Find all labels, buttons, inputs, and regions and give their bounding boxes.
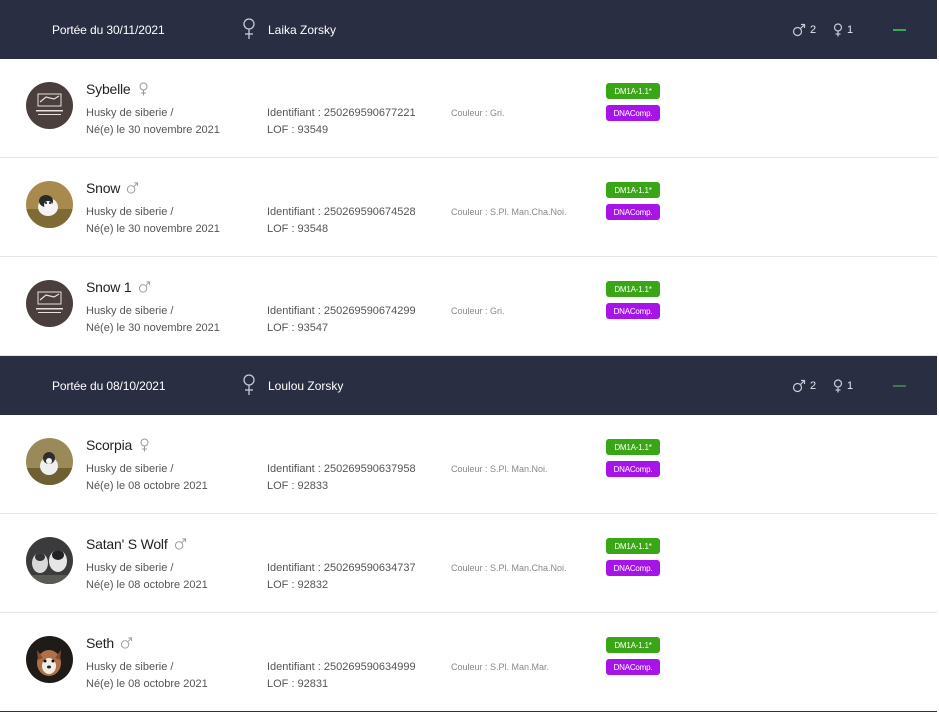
coat-color: Couleur : Gri. (451, 306, 505, 316)
dna-badge: DNAComp. (606, 461, 660, 477)
dm-badge: DM1A-1.1* (606, 439, 660, 455)
breed: Husky de siberie / (86, 107, 174, 119)
dm-badge: DM1A-1.1* (606, 281, 660, 297)
list-item[interactable]: Scorpia Husky de siberie / Né(e) le 08 o… (0, 415, 937, 514)
identifier: Identifiant : 250269590634999 (267, 661, 416, 673)
dog-name[interactable]: Satan' S Wolf (86, 536, 187, 552)
males-count-value: 2 (810, 23, 817, 36)
litter-header[interactable]: Portée du 08/10/2021 Loulou Zorsky 2 1 (0, 356, 937, 415)
breed: Husky de siberie / (86, 463, 174, 475)
centrale-canine-logo (26, 82, 73, 129)
dog-name[interactable]: Snow (86, 180, 139, 196)
female-icon (833, 378, 843, 392)
puppy-photo (26, 438, 73, 485)
breed: Husky de siberie / (86, 305, 174, 317)
coat-color: Couleur : S.Pl. Man.Mar. (451, 662, 550, 672)
dog-name-text: Snow 1 (86, 279, 132, 295)
dog-name[interactable]: Sybelle (86, 81, 150, 97)
females-count: 1 (833, 378, 854, 393)
breed: Husky de siberie / (86, 562, 174, 574)
dog-name-text: Snow (86, 180, 121, 196)
list-item[interactable]: Sybelle Husky de siberie / Né(e) le 30 n… (0, 59, 937, 158)
lof-number: LOF : 93547 (267, 322, 329, 334)
female-icon (139, 82, 148, 96)
females-count-value: 1 (847, 23, 854, 36)
identifier: Identifiant : 250269590674528 (267, 206, 416, 218)
puppy-photo (26, 636, 73, 683)
males-count: 2 (792, 23, 816, 37)
dm-badge: DM1A-1.1* (606, 182, 660, 198)
male-icon (792, 379, 806, 392)
males-count-value: 2 (810, 379, 817, 392)
birth-date: Né(e) le 08 octobre 2021 (86, 480, 208, 492)
breed: Husky de siberie / (86, 206, 174, 218)
males-count: 2 (792, 379, 816, 393)
birth-date: Né(e) le 30 novembre 2021 (86, 322, 220, 334)
female-icon (243, 374, 255, 395)
females-count: 1 (833, 22, 854, 37)
coat-color: Couleur : S.Pl. Man.Cha.Noi. (451, 207, 567, 217)
litter-title: Portée du 08/10/2021 (52, 378, 166, 393)
identifier: Identifiant : 250269590634737 (267, 562, 416, 574)
coat-color: Couleur : S.Pl. Man.Cha.Noi. (451, 563, 567, 573)
dna-badge: DNAComp. (606, 303, 660, 319)
birth-date: Né(e) le 08 octobre 2021 (86, 579, 208, 591)
dm-badge: DM1A-1.1* (606, 83, 660, 99)
male-icon (138, 281, 150, 293)
male-icon (174, 538, 186, 550)
female-icon (243, 18, 255, 39)
list-item[interactable]: Snow 1 Husky de siberie / Né(e) le 30 no… (0, 257, 937, 356)
list-item[interactable]: Seth Husky de siberie / Né(e) le 08 octo… (0, 613, 937, 712)
coat-color: Couleur : S.Pl. Man.Noi. (451, 464, 548, 474)
lof-number: LOF : 92833 (267, 480, 329, 492)
female-icon (140, 438, 149, 452)
male-icon (792, 23, 806, 36)
male-icon (120, 637, 133, 649)
identifier: Identifiant : 250269590674299 (267, 305, 416, 317)
collapse-toggle[interactable] (893, 29, 906, 31)
identifier: Identifiant : 250269590677221 (267, 107, 416, 119)
dna-badge: DNAComp. (606, 560, 660, 576)
dog-name[interactable]: Seth (86, 635, 133, 651)
list-item[interactable]: Snow Husky de siberie / Né(e) le 30 nove… (0, 158, 937, 257)
female-icon (833, 22, 843, 36)
list-item[interactable]: Satan' S Wolf Husky de siberie / Né(e) l… (0, 514, 937, 613)
puppy-photo (26, 181, 73, 228)
puppy-photo (26, 537, 73, 584)
litter-header[interactable]: Portée du 30/11/2021 Laika Zorsky 2 1 (0, 0, 937, 59)
lof-number: LOF : 93549 (267, 124, 329, 136)
mother-name[interactable]: Laika Zorsky (268, 22, 337, 37)
dna-badge: DNAComp. (606, 204, 660, 220)
dog-name[interactable]: Snow 1 (86, 279, 151, 295)
dm-badge: DM1A-1.1* (606, 538, 660, 554)
lof-number: LOF : 92832 (267, 579, 329, 591)
birth-date: Né(e) le 30 novembre 2021 (86, 124, 220, 136)
dog-name-text: Scorpia (86, 437, 133, 453)
mother-name[interactable]: Loulou Zorsky (268, 378, 344, 393)
breed: Husky de siberie / (86, 661, 174, 673)
birth-date: Né(e) le 30 novembre 2021 (86, 223, 220, 235)
females-count-value: 1 (847, 379, 854, 392)
birth-date: Né(e) le 08 octobre 2021 (86, 678, 208, 690)
litter-title: Portée du 30/11/2021 (52, 22, 165, 37)
lof-number: LOF : 93548 (267, 223, 329, 235)
centrale-canine-logo (26, 280, 73, 327)
dna-badge: DNAComp. (606, 105, 660, 121)
dog-name-text: Satan' S Wolf (86, 536, 168, 552)
collapse-toggle[interactable] (893, 385, 906, 387)
male-icon (127, 182, 139, 194)
identifier: Identifiant : 250269590637958 (267, 463, 416, 475)
dog-name[interactable]: Scorpia (86, 437, 151, 453)
lof-number: LOF : 92831 (267, 678, 329, 690)
dog-name-text: Sybelle (86, 81, 131, 97)
coat-color: Couleur : Gri. (451, 108, 505, 118)
dna-badge: DNAComp. (606, 659, 660, 675)
dog-name-text: Seth (86, 635, 114, 651)
dm-badge: DM1A-1.1* (606, 637, 660, 653)
